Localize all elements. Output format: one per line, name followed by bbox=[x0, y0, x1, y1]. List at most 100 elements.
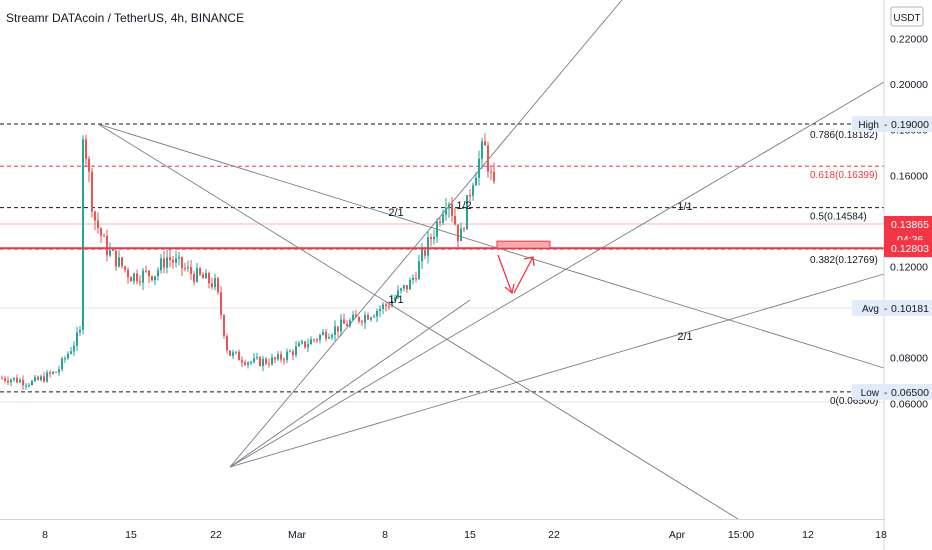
price-badge-value: 0.19000 bbox=[891, 119, 929, 131]
candle-body bbox=[493, 171, 495, 182]
candle-body bbox=[214, 278, 216, 288]
candle-body bbox=[139, 281, 141, 283]
x-tick-label: Apr bbox=[669, 529, 686, 541]
down-arrow bbox=[497, 254, 515, 295]
candle-body bbox=[178, 257, 180, 259]
x-tick-label: 22 bbox=[548, 529, 560, 541]
candle-body bbox=[319, 334, 321, 340]
candle-body bbox=[130, 277, 132, 282]
price-badge-separator: - bbox=[884, 304, 887, 315]
candle-body bbox=[157, 270, 159, 277]
candle-body bbox=[142, 270, 144, 283]
candle-body bbox=[151, 276, 153, 281]
candle-body bbox=[175, 258, 177, 263]
grid-lines bbox=[0, 223, 884, 403]
candle-body bbox=[37, 377, 39, 380]
candle-body bbox=[448, 204, 450, 209]
candlesticks bbox=[1, 133, 495, 390]
candle-body bbox=[343, 319, 345, 324]
candle-body bbox=[328, 337, 330, 339]
candle-body bbox=[49, 372, 51, 374]
x-tick-label: Mar bbox=[288, 529, 307, 541]
candle-body bbox=[253, 357, 255, 362]
candle-body bbox=[277, 354, 279, 360]
candle-body bbox=[160, 258, 162, 271]
candle-body bbox=[169, 257, 171, 261]
candle-body bbox=[43, 376, 45, 382]
candle-body bbox=[16, 377, 18, 383]
candle-body bbox=[211, 283, 213, 288]
candle-body bbox=[55, 371, 57, 373]
gann-line bbox=[97, 123, 739, 520]
candle-body bbox=[481, 141, 483, 159]
candle-body bbox=[100, 228, 102, 236]
x-tick-label: 15 bbox=[125, 529, 137, 541]
candle-body bbox=[64, 358, 66, 360]
x-tick-label: 8 bbox=[382, 529, 388, 541]
support-price-value: 0.12803 bbox=[891, 243, 929, 255]
price-badge-bg bbox=[852, 116, 932, 132]
candle-body bbox=[184, 268, 186, 270]
candle-body bbox=[34, 377, 36, 382]
y-tick-label: 0.20000 bbox=[890, 79, 928, 91]
candle-body bbox=[205, 272, 207, 279]
candle-body bbox=[136, 273, 138, 282]
candle-body bbox=[223, 315, 225, 336]
x-tick-label: 12 bbox=[802, 529, 814, 541]
candle-body bbox=[457, 224, 459, 242]
y-tick-label: 0.12000 bbox=[890, 262, 928, 274]
candle-body bbox=[262, 358, 264, 366]
candle-body bbox=[406, 285, 408, 290]
candle-body bbox=[340, 319, 342, 332]
candle-body bbox=[325, 332, 327, 339]
candle-body bbox=[379, 308, 381, 311]
candle-body bbox=[241, 360, 243, 363]
candle-body bbox=[208, 272, 210, 284]
candle-body bbox=[397, 290, 399, 298]
candle-body bbox=[484, 141, 486, 146]
candle-body bbox=[430, 237, 432, 240]
candle-body bbox=[124, 266, 126, 270]
candle-body bbox=[301, 341, 303, 344]
candle-body bbox=[286, 351, 288, 361]
candle-body bbox=[463, 228, 465, 230]
candle-body bbox=[331, 335, 333, 338]
candle-body bbox=[412, 278, 414, 280]
candle-body bbox=[67, 353, 69, 359]
candle-body bbox=[472, 185, 474, 196]
price-badge-separator: - bbox=[884, 388, 887, 399]
candle-body bbox=[7, 380, 9, 383]
candle-body bbox=[88, 158, 90, 172]
fib-level-label: 0.382(0.12769) bbox=[810, 255, 878, 266]
price-badge-bg bbox=[852, 383, 932, 400]
x-tick-label: 22 bbox=[210, 529, 222, 541]
y-tick-label: 0.06000 bbox=[890, 398, 928, 410]
candle-body bbox=[190, 267, 192, 274]
current-price-value: 0.13865 bbox=[891, 219, 929, 231]
candle-body bbox=[85, 139, 87, 159]
fib-level-label: 0.5(0.14584) bbox=[810, 212, 867, 223]
candle-body bbox=[352, 314, 354, 321]
chart-title: Streamr DATAcoin / TetherUS, 4h, BINANCE bbox=[6, 11, 245, 25]
candle-body bbox=[400, 288, 402, 291]
x-tick-label: 18 bbox=[875, 529, 887, 541]
candle-body bbox=[148, 270, 150, 277]
candle-body bbox=[118, 257, 120, 267]
candle-body bbox=[349, 320, 351, 326]
candle-body bbox=[10, 379, 12, 383]
candle-body bbox=[385, 304, 387, 307]
candle-body bbox=[466, 195, 468, 230]
candle-body bbox=[421, 249, 423, 262]
candle-body bbox=[313, 339, 315, 341]
candle-body bbox=[454, 215, 456, 225]
price-badge-bg bbox=[852, 299, 932, 316]
candle-body bbox=[424, 249, 426, 256]
candle-body bbox=[259, 357, 261, 366]
candle-body bbox=[73, 345, 75, 352]
candle-body bbox=[256, 357, 258, 359]
candle-body bbox=[163, 258, 165, 268]
gann-label: 1/2 bbox=[456, 200, 471, 212]
x-tick-label: 8 bbox=[42, 529, 48, 541]
